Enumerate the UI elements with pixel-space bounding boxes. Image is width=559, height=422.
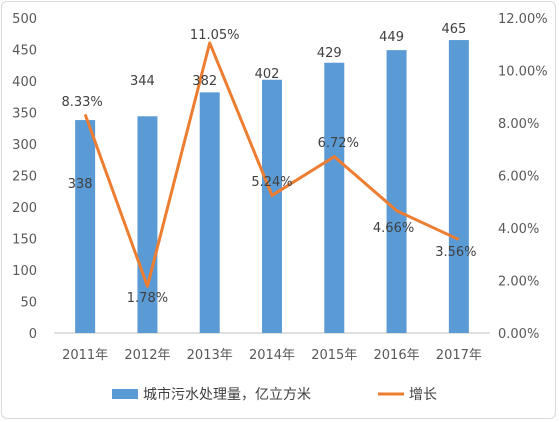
left-tick-label: 150: [12, 233, 37, 248]
x-tick-label: 2013年: [187, 348, 233, 363]
left-tick-label: 50: [20, 296, 37, 311]
line-value-label: 8.33%: [61, 95, 102, 110]
legend-label-bars: 城市污水处理量，亿立方米: [143, 386, 311, 403]
left-axis: 0 50 100 150 200 250 300 350 400 450 500: [12, 12, 37, 342]
legend-label-line: 增长: [409, 387, 437, 403]
line-value-label: 6.72%: [318, 136, 359, 151]
data-labels: 338 344 382 402 429 449 465 8.33% 1.78% 11.05% 5.2…: [61, 22, 476, 306]
bar: [199, 92, 220, 333]
line-value-label: 4.66%: [373, 221, 414, 236]
bar-series: [75, 40, 469, 334]
growth-line: [83, 41, 460, 288]
right-tick-label: 12.00%: [498, 12, 548, 27]
right-axis: 0.00% 2.00% 4.00% 6.00% 8.00% 10.00% 12.00%: [498, 12, 548, 342]
bar: [448, 40, 469, 334]
right-tick-label: 6.00%: [498, 170, 539, 185]
right-tick-label: 8.00%: [498, 117, 539, 132]
bar-value-label: 338: [68, 177, 93, 192]
x-tick-label: 2016年: [374, 348, 420, 363]
line-series: [83, 41, 460, 288]
left-tick-label: 250: [12, 170, 37, 185]
left-tick-label: 0: [29, 327, 37, 342]
left-tick-label: 400: [12, 75, 37, 90]
line-value-label: 3.56%: [435, 245, 476, 260]
legend-swatch-bars: [112, 389, 138, 399]
bar-value-label: 465: [441, 22, 466, 37]
right-tick-label: 2.00%: [498, 275, 539, 290]
x-tick-label: 2012年: [124, 348, 170, 363]
left-tick-label: 500: [12, 12, 37, 27]
x-tick-label: 2017年: [436, 348, 482, 363]
right-tick-label: 0.00%: [498, 327, 539, 342]
bar: [262, 79, 282, 334]
left-tick-label: 100: [12, 264, 37, 279]
line-value-label: 1.78%: [127, 291, 168, 306]
bar: [75, 120, 96, 333]
bar-value-label: 344: [130, 74, 155, 89]
bar-value-label: 382: [192, 74, 217, 89]
x-axis: 2011年 2012年 2013年 2014年 2015年 2016年 2017年: [62, 348, 482, 363]
bar: [324, 62, 345, 333]
bar-value-label: 402: [255, 67, 280, 82]
x-tick-label: 2015年: [311, 348, 357, 363]
bar-value-label: 429: [317, 46, 342, 61]
legend: 城市污水处理量，亿立方米 增长: [112, 386, 437, 403]
right-tick-label: 10.00%: [498, 65, 548, 80]
bar: [386, 50, 407, 333]
left-tick-label: 350: [12, 107, 37, 122]
line-value-label: 11.05%: [190, 28, 240, 43]
left-tick-label: 450: [12, 44, 37, 59]
x-tick-label: 2014年: [249, 348, 295, 363]
bar-value-label: 449: [379, 30, 404, 45]
line-value-label: 5.24%: [251, 175, 292, 190]
x-tick-label: 2011年: [62, 348, 108, 363]
right-tick-label: 4.00%: [498, 222, 539, 237]
left-tick-label: 200: [12, 201, 37, 216]
bar: [137, 116, 158, 333]
left-tick-label: 300: [12, 138, 37, 153]
